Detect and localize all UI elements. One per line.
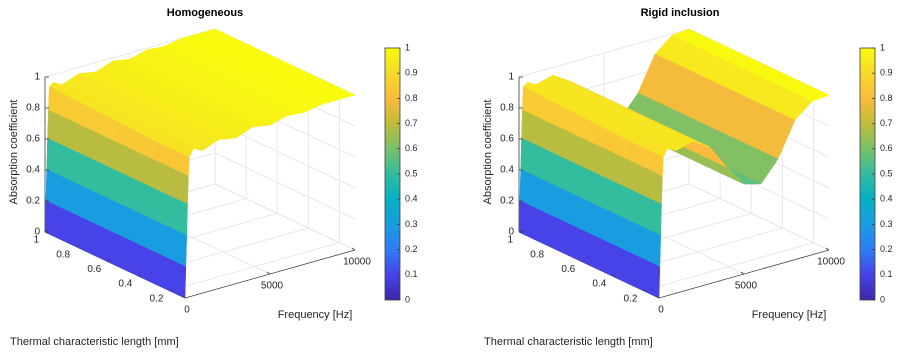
x-tick-label: 10000 <box>343 257 371 268</box>
colorbar-tick-label: 1 <box>880 42 885 52</box>
surface-patch <box>149 249 187 299</box>
y-tick-label: 0.6 <box>87 264 101 275</box>
tick-mark <box>655 295 660 299</box>
colorbar-tick-label: 0.9 <box>405 68 418 78</box>
z-tick-label: 1 <box>508 72 514 83</box>
colorbar-tick-label: 0.2 <box>405 244 418 254</box>
y-tick-label: 1 <box>33 235 39 246</box>
colorbar-tick-label: 0.9 <box>880 68 893 78</box>
colorbar-tick-label: 0.3 <box>880 219 893 229</box>
colorbar-tick-label: 0.6 <box>880 143 893 153</box>
z-tick-label: 0.4 <box>500 165 514 176</box>
x-tick-label: 5000 <box>735 281 758 292</box>
tick-mark <box>612 274 616 277</box>
colorbar-tick-label: 0.1 <box>880 269 893 279</box>
x-tick-label: 10000 <box>817 257 845 268</box>
tick-mark <box>740 271 745 275</box>
z-axis-label: Absorption coefficient <box>8 100 20 205</box>
colorbar-tick-label: 0.7 <box>405 118 418 128</box>
y-axis-label: Thermal characteristic length [mm] <box>10 336 179 348</box>
colorbar-tick-label: 0.6 <box>405 143 418 153</box>
y-axis-label: Thermal characteristic length [mm] <box>484 336 653 348</box>
colorbar-tick-label: 0.7 <box>880 118 893 128</box>
z-tick-label: 1 <box>34 72 40 83</box>
y-tick-label: 0.8 <box>530 249 544 260</box>
surface-patch <box>623 249 661 299</box>
tick-mark <box>44 230 49 233</box>
y-tick-label: 0.4 <box>592 279 606 290</box>
z-tick-label: 0.2 <box>26 196 40 207</box>
tick-mark <box>643 289 647 292</box>
y-tick-label: 0.4 <box>118 279 132 290</box>
colorbar-tick-label: 0.2 <box>880 244 893 254</box>
grid-line <box>688 183 830 251</box>
z-tick-label: 0.6 <box>500 134 514 145</box>
tick-mark <box>518 230 523 233</box>
chart-title: Rigid inclusion <box>641 7 720 19</box>
x-axis-label: Frequency [Hz] <box>278 309 353 321</box>
panel: 00.20.40.60.810.20.40.60.810500010000Rig… <box>482 7 893 348</box>
grid-line <box>169 242 340 292</box>
chart-title: Homogeneous <box>167 7 243 19</box>
grid-line <box>214 183 356 251</box>
tick-mark <box>351 247 356 251</box>
z-tick-label: 0.6 <box>26 134 40 145</box>
tick-mark <box>181 295 186 299</box>
colorbar-tick-label: 0.5 <box>880 168 893 178</box>
z-tick-label: 0 <box>34 227 40 238</box>
z-tick-label: 0.4 <box>26 165 40 176</box>
colorbar-tick-label: 0.3 <box>405 219 418 229</box>
tick-mark <box>138 274 142 277</box>
colorbar-tick-label: 0.5 <box>405 168 418 178</box>
colorbar-tick-label: 0.1 <box>405 269 418 279</box>
colorbar-tick-label: 0 <box>405 294 410 304</box>
tick-mark <box>581 259 585 262</box>
colorbar-tick-label: 0.8 <box>880 93 893 103</box>
z-tick-label: 0.8 <box>26 103 40 114</box>
colorbar-tick-label: 0.4 <box>405 194 418 204</box>
tick-mark <box>266 271 271 275</box>
colorbar-tick-label: 0.8 <box>405 93 418 103</box>
colorbar-tick-label: 1 <box>405 42 410 52</box>
grid-line <box>518 28 690 78</box>
tick-mark <box>549 245 554 248</box>
colorbar-tick-label: 0.4 <box>880 194 893 204</box>
colorbar-tick-label: 0 <box>880 294 885 304</box>
y-tick-label: 0.2 <box>150 293 164 304</box>
tick-mark <box>825 247 830 251</box>
grid-line <box>643 242 814 292</box>
y-tick-label: 0.2 <box>624 293 638 304</box>
panel: 00.20.40.60.810.20.40.60.810500010000Hom… <box>8 7 418 348</box>
x-tick-label: 0 <box>184 305 190 316</box>
z-tick-label: 0.2 <box>500 196 514 207</box>
x-axis-label: Frequency [Hz] <box>752 309 827 321</box>
tick-mark <box>75 245 80 248</box>
y-tick-label: 0.8 <box>56 249 70 260</box>
grid-line <box>214 152 356 220</box>
z-tick-label: 0 <box>508 227 514 238</box>
x-tick-label: 0 <box>658 305 664 316</box>
x-tick-label: 5000 <box>261 281 284 292</box>
z-axis-label: Absorption coefficient <box>482 100 494 205</box>
y-tick-label: 0.6 <box>561 264 575 275</box>
tick-mark <box>107 259 111 262</box>
z-tick-label: 0.8 <box>500 103 514 114</box>
tick-mark <box>169 289 173 292</box>
y-tick-label: 1 <box>507 235 513 246</box>
